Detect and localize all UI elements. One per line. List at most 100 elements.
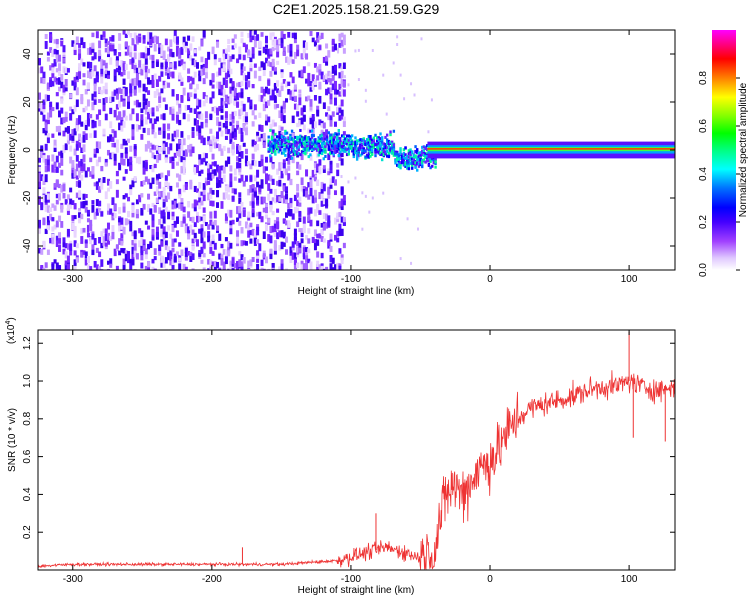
spectrogram-cell — [227, 156, 231, 165]
spectrogram-cell — [289, 143, 292, 147]
spectrogram-cell — [218, 268, 222, 270]
spectrogram-cell — [109, 181, 113, 189]
spectrogram-cell — [155, 79, 159, 86]
spectrogram-cell — [202, 30, 206, 38]
spectrogram-cell — [284, 136, 287, 140]
spectrogram-cell — [318, 63, 322, 71]
spectrogram-cell — [86, 167, 90, 172]
spectrogram-cell — [260, 32, 264, 37]
spectrogram-cell — [327, 191, 331, 199]
spectrogram-cell — [238, 162, 242, 170]
spectrogram-cell — [325, 88, 329, 96]
spectrogram-cell — [256, 239, 260, 245]
spectrogram-cell — [296, 247, 300, 253]
spectrogram-cell — [236, 156, 240, 162]
spectrogram-cell — [140, 52, 144, 59]
spectrogram-cell — [189, 255, 193, 262]
spectrogram-cell — [277, 135, 280, 139]
spectrogram-cell — [282, 115, 286, 124]
spectrogram-cell — [416, 155, 419, 159]
spectrogram-cell — [382, 73, 385, 77]
spectrogram-cell — [419, 161, 422, 165]
spectrogram-cell — [267, 100, 271, 106]
spectrogram-cell — [193, 49, 197, 54]
spectrogram-cell — [187, 200, 191, 208]
spectrogram-cell — [287, 57, 291, 65]
spectrogram-cell — [350, 142, 354, 146]
spectrogram-cell — [135, 209, 139, 214]
spectrogram-cell — [106, 187, 110, 192]
spectrogram-cell — [251, 228, 255, 236]
spectrogram-cell — [273, 70, 277, 75]
spectrogram-cell — [100, 179, 104, 187]
spectrogram-cell — [338, 211, 342, 218]
spectrogram-cell — [118, 218, 122, 223]
spectrogram-cell — [138, 194, 142, 203]
spectrogram-cell — [58, 193, 62, 201]
spectrogram-cell — [236, 162, 240, 169]
spectrogram-cell — [64, 79, 68, 87]
spectrogram-cell — [327, 146, 330, 150]
spectrogram-cell — [247, 32, 251, 39]
spectrogram-cell — [180, 220, 184, 228]
spectrogram-cell — [244, 148, 248, 155]
spectrogram-cell — [274, 132, 277, 136]
spectrogram-cell — [280, 37, 284, 44]
spectrogram-cell — [75, 180, 79, 187]
spectrogram-cell — [320, 141, 324, 145]
spectrogram-cell — [98, 200, 102, 207]
spectrogram-cell — [233, 43, 237, 49]
spectrogram-cell — [282, 195, 286, 204]
spectrogram-cell — [216, 143, 220, 149]
spectrogram-cell — [342, 89, 346, 97]
spectrogram-cell — [271, 66, 275, 71]
spectrogram-cell — [171, 259, 175, 266]
spectrogram-cell — [347, 152, 350, 156]
spectrogram-cell — [293, 35, 297, 44]
spectrogram-cell — [302, 137, 305, 141]
spectrogram-cell — [305, 187, 309, 194]
spectrogram-cell — [305, 251, 309, 257]
spectrogram-cell — [247, 215, 251, 221]
spectrogram-cell — [421, 160, 424, 164]
spectrogram-cell — [131, 135, 135, 140]
spectrogram-cell — [342, 138, 345, 142]
spectrogram-cell — [427, 159, 431, 163]
spectrogram-x-tick-label: 0 — [487, 274, 493, 285]
spectrogram-cell — [149, 142, 153, 147]
spectrogram-cell — [64, 251, 68, 259]
spectrogram-cell — [240, 134, 244, 142]
spectrogram-cell — [434, 157, 437, 161]
spectrogram-cell — [276, 51, 280, 58]
spectrogram-cell — [290, 146, 294, 150]
spectrogram-cell — [187, 114, 191, 122]
spectrogram-cell — [325, 73, 329, 80]
spectrogram-cell — [285, 81, 289, 88]
spectrogram-cell — [155, 147, 159, 155]
spectrogram-cell — [167, 170, 171, 177]
spectrogram-cell — [155, 174, 159, 182]
spectrogram-cell — [318, 69, 322, 76]
spectrogram-cell — [178, 107, 182, 114]
spectrogram-cell — [251, 84, 255, 89]
spectrogram-cell — [280, 191, 284, 199]
spectrogram-cell — [195, 111, 199, 119]
spectrogram-cell — [153, 155, 157, 160]
spectrogram-cell — [218, 125, 222, 132]
spectrogram-cell — [158, 173, 162, 179]
spectrogram-cell — [151, 62, 155, 69]
spectrogram-cell — [260, 196, 264, 205]
spectrogram-cell — [240, 202, 244, 207]
spectrogram-cell — [73, 105, 77, 112]
spectrogram-cell — [164, 268, 168, 270]
spectrogram-cell — [124, 169, 128, 174]
spectrogram-cell — [122, 176, 126, 181]
spectrogram-cell — [207, 268, 211, 270]
spectrogram-cell — [325, 57, 329, 66]
spectrogram-cell — [120, 224, 124, 230]
spectrogram-cell — [242, 66, 246, 72]
spectrogram-cell — [279, 136, 282, 140]
spectrogram-cell — [307, 137, 310, 141]
spectrogram-cell — [175, 230, 179, 237]
spectrogram-cell — [113, 89, 117, 96]
